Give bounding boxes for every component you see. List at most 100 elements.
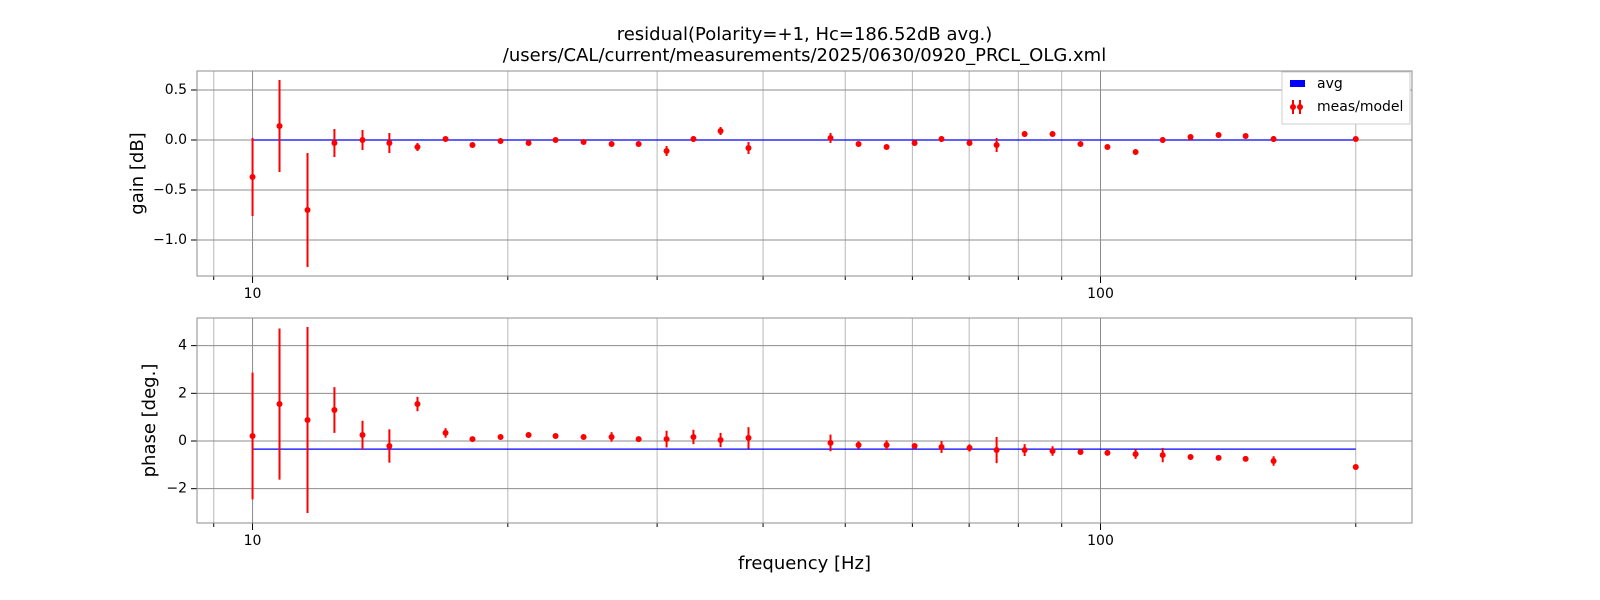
data-point [938,136,945,142]
x-axis-label: frequency [Hz] [738,553,871,574]
data-point [1049,131,1056,137]
data-point [1021,131,1028,137]
data-point [1187,134,1194,140]
legend-swatch [1290,80,1305,87]
data-point [1077,448,1084,455]
data-point [1159,452,1166,459]
data-point [717,437,724,444]
x-tick-label: 10 [244,533,262,549]
legend-label: meas/model [1317,99,1403,115]
x-tick-label: 100 [1087,533,1114,549]
data-point [1159,137,1166,143]
y-tick-label: 0.0 [165,132,187,148]
data-point [497,433,504,440]
data-point [690,136,697,142]
data-point [663,148,670,154]
data-point [552,137,559,143]
data-point [359,432,366,439]
data-point [469,142,476,148]
data-point [552,432,559,439]
data-point [580,433,587,440]
data-point [608,141,615,147]
data-point [580,139,587,145]
data-point [993,447,1000,454]
data-point [745,434,752,441]
y-tick-label: 0.5 [165,82,187,98]
x-tick-label: 100 [1087,286,1114,302]
y-tick-label: 4 [178,338,187,354]
data-point [1077,141,1084,147]
data-point [304,207,311,213]
data-point [911,443,918,450]
data-point [331,140,338,146]
legend-swatch-point [1297,104,1303,110]
data-point [911,140,918,146]
data-point [635,436,642,443]
data-point [414,144,421,150]
y-axis-label: phase [deg.] [139,364,160,478]
data-point [276,401,283,408]
data-point [1242,455,1249,462]
data-point [1352,463,1359,470]
data-point [663,436,670,443]
data-point [635,141,642,147]
data-point [855,141,862,147]
data-point [442,136,449,142]
y-tick-label: 2 [178,385,187,401]
data-point [1242,133,1249,139]
data-point [690,433,697,440]
data-point [883,144,890,150]
data-point [359,137,366,143]
data-point [1215,454,1222,461]
data-point [525,432,532,439]
data-point [855,442,862,449]
legend: avg meas/model [1281,71,1411,125]
data-point [276,123,283,129]
data-point [745,145,752,151]
data-point [1104,449,1111,456]
data-point [827,135,834,141]
y-tick-label: −2 [166,481,187,497]
data-point [938,443,945,450]
data-point [249,432,256,439]
plot-frame [196,70,1413,277]
legend-label: avg [1317,76,1343,92]
x-tick-label: 10 [244,286,262,302]
legend-swatch-point [1290,104,1296,110]
data-point [249,174,256,180]
data-point [1132,451,1139,458]
data-point [331,407,338,414]
data-point [386,443,393,450]
data-point [469,436,476,443]
data-point [717,128,724,134]
data-point [386,140,393,146]
legend-box [1281,71,1411,125]
data-point [993,142,1000,148]
data-point [966,140,973,146]
data-point [1215,132,1222,138]
data-point [1270,458,1277,465]
y-tick-label: 0 [178,433,187,449]
chart-subtitle: /users/CAL/current/measurements/2025/063… [503,45,1106,66]
data-point [883,442,890,449]
data-point [966,444,973,451]
data-point [827,439,834,446]
y-axis-label: gain [dB] [127,132,148,214]
data-point [1104,144,1111,150]
chart-title: residual(Polarity=+1, Hc=186.52dB avg.) [617,24,993,45]
y-tick-label: −0.5 [153,182,187,198]
data-point [1132,149,1139,155]
data-point [414,401,421,408]
data-point [442,429,449,436]
data-point [525,140,532,146]
plot-frame [196,317,1413,524]
y-tick-label: −1.0 [153,232,187,248]
data-point [497,138,504,144]
data-point [304,417,311,424]
data-point [1352,136,1359,142]
data-point [1187,453,1194,460]
data-point [1270,136,1277,142]
data-point [1021,447,1028,454]
